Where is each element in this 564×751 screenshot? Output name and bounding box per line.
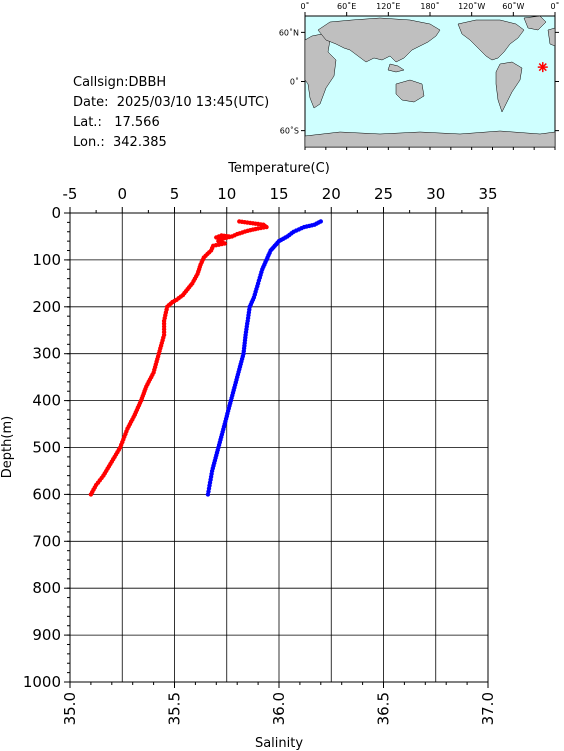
callsign-label: Callsign: bbox=[73, 75, 129, 90]
temperature-tick-label: 35 bbox=[478, 185, 497, 203]
station-marker bbox=[537, 62, 548, 73]
salinity-axis: 35.0 35.5 36.0 36.5 37.0 bbox=[61, 682, 497, 725]
temperature-axis: -5 0 5 10 15 20 25 30 35 bbox=[63, 185, 498, 213]
land-europe-edge bbox=[547, 27, 556, 47]
depth-tick-label: 600 bbox=[32, 485, 61, 503]
chart-grid bbox=[69, 212, 489, 683]
profile-chart: -5 0 5 10 15 20 25 30 35 35.0 35.5 36.0 36.5 37.0 01… bbox=[0, 161, 498, 751]
salinity-tick-label: 35.0 bbox=[61, 692, 79, 725]
land-antarctica bbox=[304, 130, 556, 148]
temperature-tick-label: 25 bbox=[374, 185, 393, 203]
salinity-axis-label: Salinity bbox=[255, 736, 303, 751]
lon-label: Lon.: bbox=[73, 135, 105, 150]
map-lat-tick-label: 60˚N bbox=[279, 27, 299, 37]
depth-tick-label: 800 bbox=[32, 579, 61, 597]
temperature-tick-label: 5 bbox=[170, 185, 180, 203]
salinity-profile-point bbox=[205, 492, 211, 497]
temperature-tick-label: -5 bbox=[63, 185, 78, 203]
depth-tick-label: 400 bbox=[32, 392, 61, 410]
station-marker-ray bbox=[538, 63, 547, 72]
depth-tick-label: 100 bbox=[32, 251, 61, 269]
lat-value: 17.566 bbox=[114, 115, 160, 130]
map-top-tick-label: 120˚W bbox=[458, 1, 485, 11]
land-australia bbox=[395, 79, 425, 103]
land-south-america bbox=[495, 61, 523, 113]
lat-label: Lat.: bbox=[73, 115, 102, 130]
depth-tick-label: 700 bbox=[32, 532, 61, 550]
map-ticks: 0˚ 60˚E 120˚E 180˚ 120˚W 60˚W 0˚ 60˚N 0˚ 60˚S bbox=[279, 1, 560, 150]
depth-tick-label: 500 bbox=[32, 439, 61, 457]
salinity-tick-label: 36.0 bbox=[270, 692, 288, 725]
map-lat-tick-label: 60˚S bbox=[280, 126, 299, 136]
lon-line: Lon.: 342.385 bbox=[73, 135, 167, 150]
date-value: 2025/03/10 13:45(UTC) bbox=[116, 95, 270, 110]
temperature-tick-label: 0 bbox=[117, 185, 127, 203]
map-top-tick-label: 60˚E bbox=[337, 1, 356, 11]
depth-tick-label: 200 bbox=[32, 298, 61, 316]
series-layer bbox=[88, 219, 323, 497]
world-map-inset: 0˚ 60˚E 120˚E 180˚ 120˚W 60˚W 0˚ 60˚N 0˚ 60˚S bbox=[279, 1, 560, 150]
map-top-tick-label: 0˚ bbox=[550, 1, 559, 11]
lon-value: 342.385 bbox=[113, 135, 167, 150]
lat-line: Lat.: 17.566 bbox=[73, 115, 160, 130]
temperature-tick-label: 15 bbox=[269, 185, 288, 203]
callsign-value: DBBH bbox=[128, 75, 167, 90]
depth-axis: 0 100 200 300 400 500 600 700 800 900 1000 bbox=[23, 204, 70, 691]
salinity-tick-label: 36.5 bbox=[375, 692, 393, 725]
land-indonesia bbox=[387, 63, 405, 73]
map-land bbox=[304, 15, 556, 148]
map-top-tick-label: 0˚ bbox=[300, 1, 309, 11]
salinity-tick-label: 37.0 bbox=[479, 692, 497, 725]
land-eurasia bbox=[317, 17, 441, 63]
depth-tick-label: 300 bbox=[32, 345, 61, 363]
temperature-tick-label: 20 bbox=[322, 185, 341, 203]
land-north-america bbox=[457, 19, 525, 61]
land-greenland bbox=[523, 15, 547, 31]
map-top-tick-label: 120˚E bbox=[376, 1, 400, 11]
depth-axis-label: Depth(m) bbox=[0, 416, 15, 478]
temperature-tick-label: 30 bbox=[426, 185, 445, 203]
map-top-tick-label: 60˚W bbox=[502, 1, 524, 11]
map-lat-tick-label: 0˚ bbox=[290, 77, 299, 87]
depth-tick-label: 900 bbox=[32, 626, 61, 644]
date-label: Date: bbox=[73, 95, 109, 110]
map-top-tick-label: 180˚ bbox=[420, 1, 439, 11]
temperature-profile-point bbox=[88, 492, 94, 497]
salinity-tick-label: 35.5 bbox=[166, 692, 184, 725]
temperature-tick-label: 10 bbox=[217, 185, 236, 203]
date-line: Date: 2025/03/10 13:45(UTC) bbox=[73, 95, 269, 110]
depth-tick-label: 0 bbox=[51, 204, 61, 222]
temperature-axis-label: Temperature(C) bbox=[227, 161, 330, 176]
callsign-line: Callsign:DBBH bbox=[73, 75, 166, 90]
depth-tick-label: 1000 bbox=[23, 673, 61, 691]
